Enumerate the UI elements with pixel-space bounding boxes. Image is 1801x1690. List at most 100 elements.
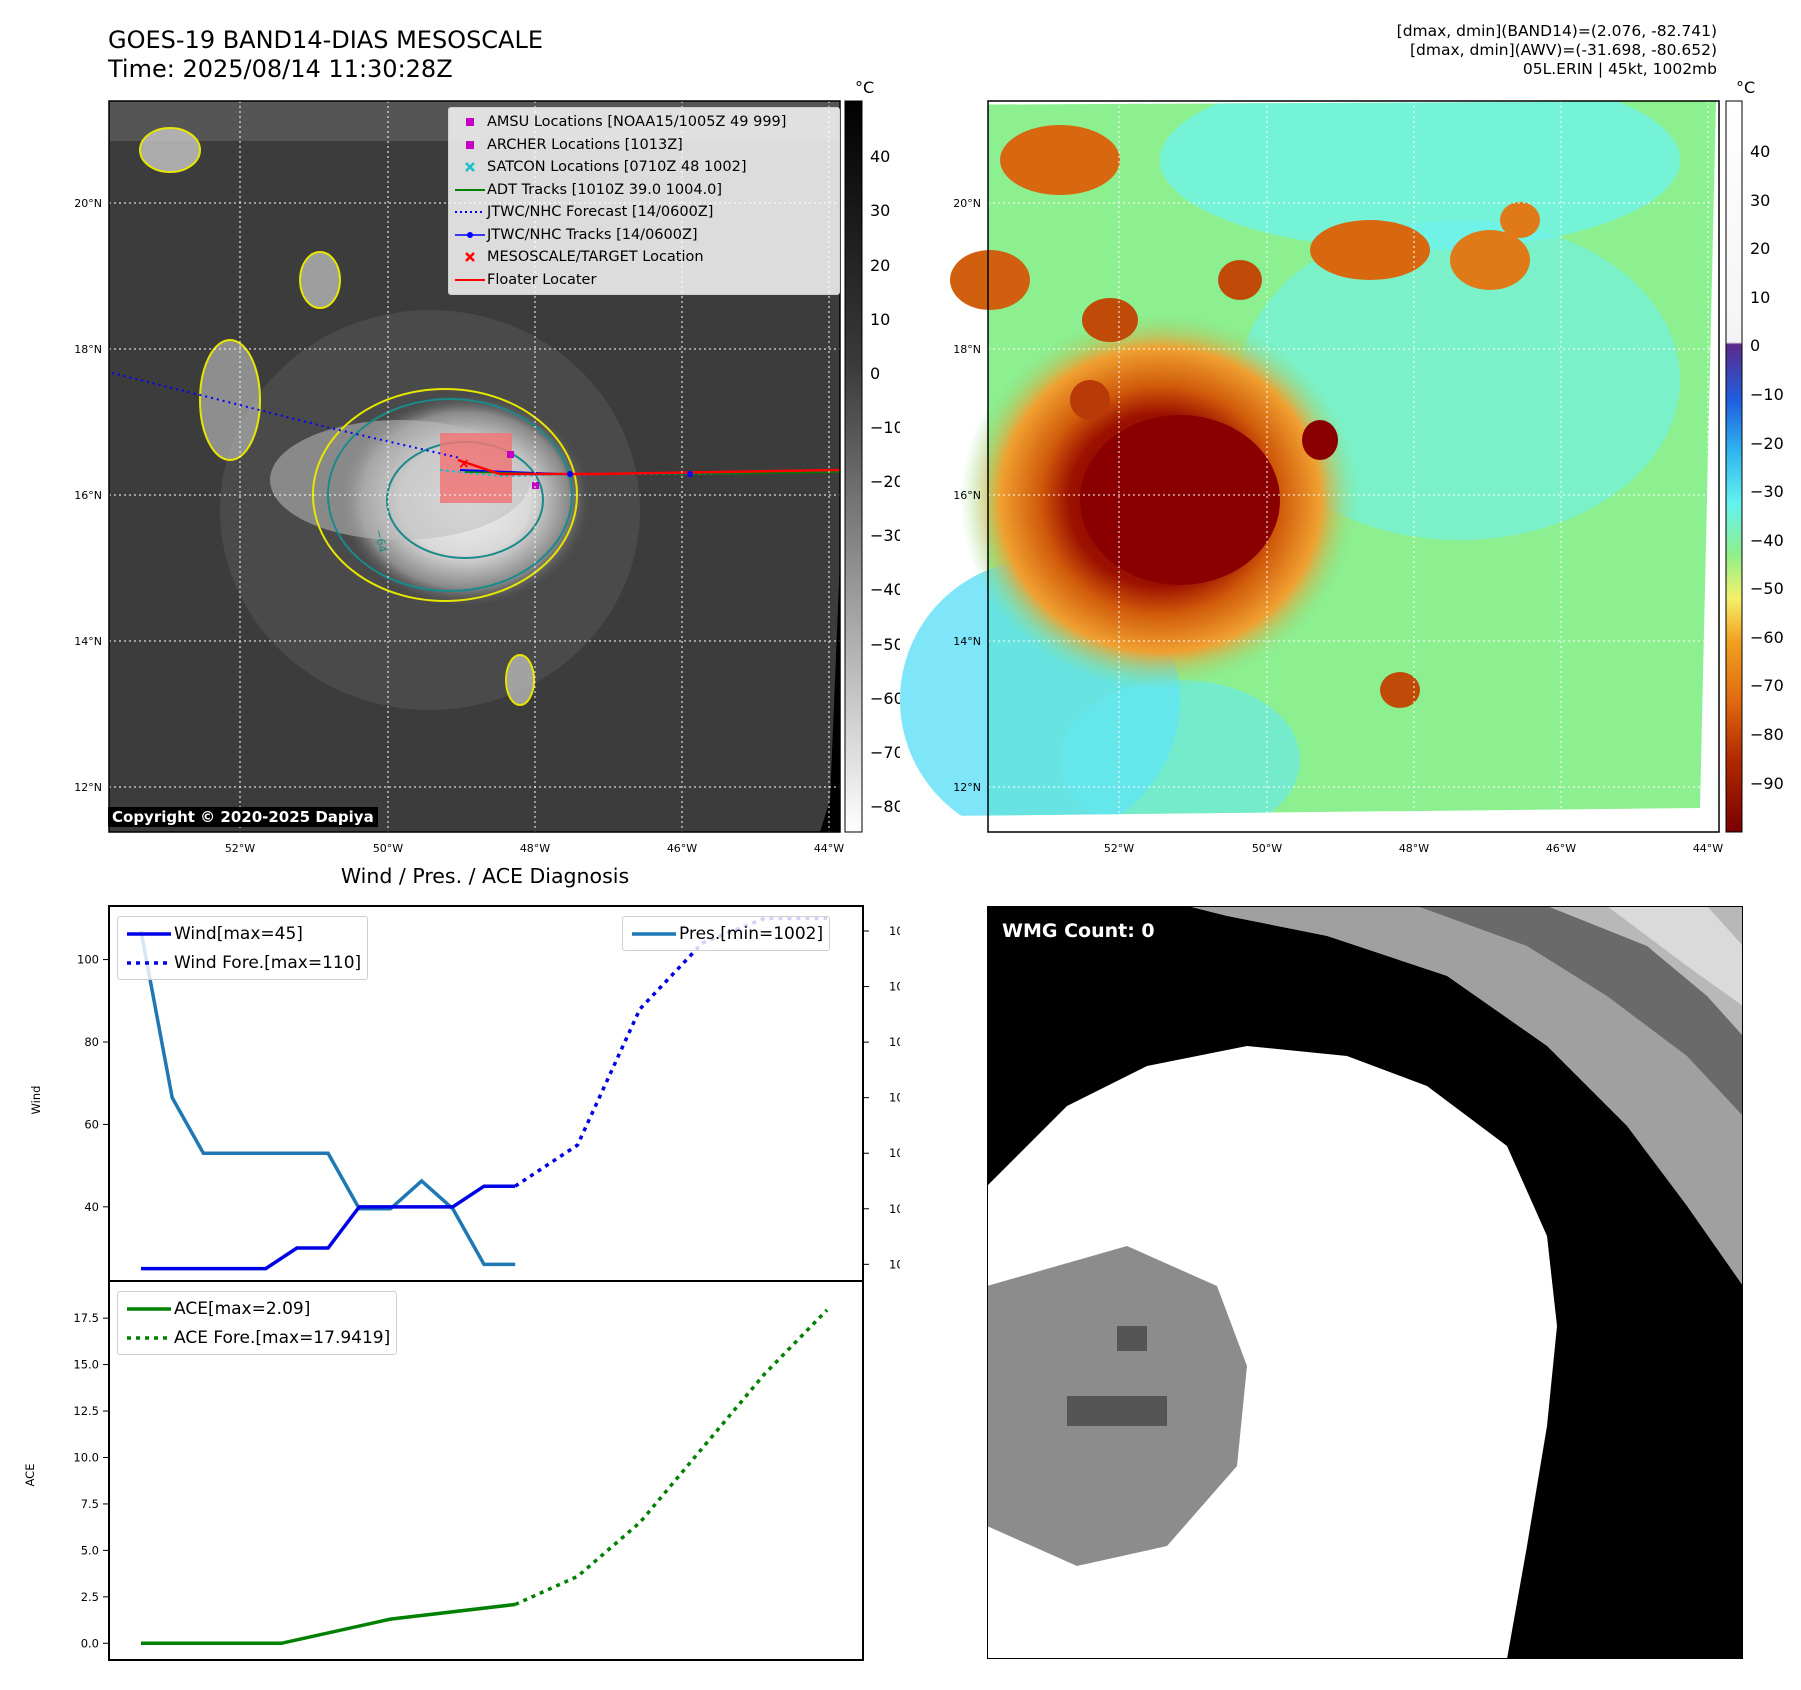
ace-line bbox=[141, 1602, 516, 1646]
svg-text:−80: −80 bbox=[870, 797, 900, 816]
info-line3: 05L.ERIN | 45kt, 1002mb bbox=[1522, 60, 1717, 78]
intensity-info: [dmax, dmin](BAND14)=(2.076, -82.741) [d… bbox=[1397, 22, 1717, 79]
title-line2: Time: 2025/08/14 11:30:28Z bbox=[108, 55, 453, 83]
svg-text:10: 10 bbox=[870, 310, 890, 329]
wind-legend: Wind[max=45] Wind Fore.[max=110] bbox=[117, 916, 369, 980]
svg-text:46°W: 46°W bbox=[667, 842, 697, 855]
legend-label: JTWC/NHC Tracks [14/0600Z] bbox=[487, 226, 698, 243]
wind-tick-label: 80 bbox=[84, 1035, 99, 1049]
svg-text:−50: −50 bbox=[870, 635, 900, 654]
awv-satellite-panel: °C 40 30 20 10 0 −10 −20 −30 −40 −50 −60… bbox=[900, 78, 1784, 855]
svg-text:52°W: 52°W bbox=[1104, 842, 1134, 855]
legend-wind: Wind[max=45] bbox=[174, 923, 303, 944]
svg-text:44°W: 44°W bbox=[1693, 842, 1723, 855]
pressure-line bbox=[139, 930, 516, 1267]
svg-text:50°W: 50°W bbox=[373, 842, 403, 855]
ace-tick-label: 12.5 bbox=[73, 1404, 99, 1418]
ace-axis-label: ACE bbox=[23, 1464, 37, 1487]
svg-text:14°N: 14°N bbox=[74, 635, 102, 648]
svg-text:48°W: 48°W bbox=[1399, 842, 1429, 855]
legend-ace-forecast: ACE Fore.[max=17.9419] bbox=[174, 1327, 391, 1348]
svg-text:46°W: 46°W bbox=[1546, 842, 1576, 855]
awv-lat-labels: 20°N 18°N 16°N 14°N 12°N bbox=[953, 197, 981, 794]
ace-tick-label: 15.0 bbox=[73, 1358, 99, 1372]
ir-legend-item: MESOSCALE/TARGET Location bbox=[453, 246, 835, 269]
ir-legend-item: JTWC/NHC Forecast [14/0600Z] bbox=[453, 201, 835, 224]
svg-text:14°N: 14°N bbox=[953, 635, 981, 648]
svg-text:−20: −20 bbox=[870, 472, 900, 491]
ir-colorbar bbox=[844, 100, 863, 833]
title-line1: GOES-19 BAND14-DIAS MESOSCALE bbox=[108, 26, 544, 54]
svg-text:10: 10 bbox=[1750, 288, 1770, 307]
svg-text:52°W: 52°W bbox=[225, 842, 255, 855]
diagnosis-title: Wind / Pres. / ACE Diagnosis bbox=[340, 864, 630, 888]
forecast-track bbox=[111, 372, 461, 459]
legend-symbol bbox=[453, 140, 487, 150]
svg-text:−60: −60 bbox=[870, 689, 900, 708]
ir-legend-item: Floater Locater bbox=[453, 269, 835, 292]
svg-text:−60: −60 bbox=[1750, 628, 1784, 647]
svg-text:−30: −30 bbox=[1750, 482, 1784, 501]
info-line2: [dmax, dmin](AWV)=(-31.698, -80.652) bbox=[1410, 41, 1717, 59]
svg-text:18°N: 18°N bbox=[953, 343, 981, 356]
pressure-tick-label: 1014 bbox=[889, 924, 900, 938]
ace-forecast-line bbox=[514, 1308, 829, 1607]
legend-pressure: Pres.[min=1002] bbox=[679, 923, 824, 944]
ir-legend-item: ARCHER Locations [1013Z] bbox=[453, 134, 835, 157]
wmg-panel bbox=[987, 906, 1743, 1659]
awv-colorbar-unit: °C bbox=[1736, 78, 1755, 97]
svg-text:−10: −10 bbox=[870, 418, 900, 437]
svg-text:0: 0 bbox=[1750, 336, 1760, 355]
wind-tick-label: 40 bbox=[84, 1200, 99, 1214]
wind-forecast-line bbox=[514, 916, 827, 1188]
legend-label: MESOSCALE/TARGET Location bbox=[487, 249, 704, 266]
legend-symbol bbox=[453, 209, 487, 215]
pressure-tick-label: 1006 bbox=[889, 1146, 900, 1160]
svg-text:20°N: 20°N bbox=[953, 197, 981, 210]
wind-tick-label: 60 bbox=[84, 1117, 99, 1131]
ir-legend-item: ADT Tracks [1010Z 39.0 1004.0] bbox=[453, 179, 835, 202]
diagnosis-chart: 40 60 80 100 1002 1004 1006 1008 1010 1012 1014 Win… bbox=[23, 905, 900, 1661]
svg-text:−80: −80 bbox=[1750, 725, 1784, 744]
svg-text:20: 20 bbox=[1750, 239, 1770, 258]
pressure-tick-label: 1002 bbox=[889, 1257, 900, 1271]
wind-tick-label: 100 bbox=[77, 953, 99, 967]
ace-tick-label: 2.5 bbox=[81, 1590, 99, 1604]
svg-text:30: 30 bbox=[1750, 191, 1770, 210]
svg-text:16°N: 16°N bbox=[74, 489, 102, 502]
svg-text:40: 40 bbox=[870, 147, 890, 166]
ace-tick-label: 7.5 bbox=[81, 1497, 99, 1511]
svg-text:44°W: 44°W bbox=[814, 842, 844, 855]
svg-text:0: 0 bbox=[870, 364, 880, 383]
ir-colorbar-ticks: 40 30 20 10 0 −10 −20 −30 −40 −50 −60 −7… bbox=[870, 147, 900, 816]
legend-label: Floater Locater bbox=[487, 271, 597, 288]
legend-label: SATCON Locations [0710Z 48 1002] bbox=[487, 159, 747, 176]
ir-lat-labels: 20°N 18°N 16°N 14°N 12°N bbox=[74, 197, 102, 794]
awv-colorbar-ticks: 40 30 20 10 0 −10 −20 −30 −40 −50 −60 −7… bbox=[1750, 142, 1784, 793]
pressure-legend: Pres.[min=1002] bbox=[622, 916, 831, 951]
ir-lon-labels: 52°W 50°W 48°W 46°W 44°W bbox=[225, 842, 844, 855]
svg-text:−50: −50 bbox=[1750, 579, 1784, 598]
legend-label: AMSU Locations [NOAA15/1005Z 49 999] bbox=[487, 114, 787, 131]
svg-text:12°N: 12°N bbox=[953, 781, 981, 794]
ace-legend: ACE[max=2.09] ACE Fore.[max=17.9419] bbox=[117, 1291, 398, 1355]
svg-text:−90: −90 bbox=[1750, 774, 1784, 793]
legend-symbol bbox=[453, 277, 487, 283]
ace-tick-label: 10.0 bbox=[73, 1450, 99, 1464]
legend-label: ARCHER Locations [1013Z] bbox=[487, 136, 683, 153]
figure-title: GOES-19 BAND14-DIAS MESOSCALE Time: 2025… bbox=[108, 26, 543, 84]
pressure-tick-label: 1004 bbox=[889, 1202, 900, 1216]
svg-text:−40: −40 bbox=[1750, 531, 1784, 550]
wmg-cold-ring bbox=[987, 906, 1743, 1659]
pressure-tick-label: 1012 bbox=[889, 980, 900, 994]
svg-text:16°N: 16°N bbox=[953, 489, 981, 502]
ir-legend: AMSU Locations [NOAA15/1005Z 49 999] ARCH… bbox=[448, 107, 840, 295]
pressure-tick-label: 1010 bbox=[889, 1035, 900, 1049]
legend-wind-forecast: Wind Fore.[max=110] bbox=[174, 952, 362, 973]
svg-text:48°W: 48°W bbox=[520, 842, 550, 855]
svg-text:−40: −40 bbox=[870, 580, 900, 599]
svg-text:50°W: 50°W bbox=[1252, 842, 1282, 855]
copyright-label: Copyright © 2020-2025 Dapiya bbox=[108, 807, 378, 827]
legend-symbol bbox=[453, 251, 487, 263]
legend-symbol bbox=[453, 117, 487, 127]
